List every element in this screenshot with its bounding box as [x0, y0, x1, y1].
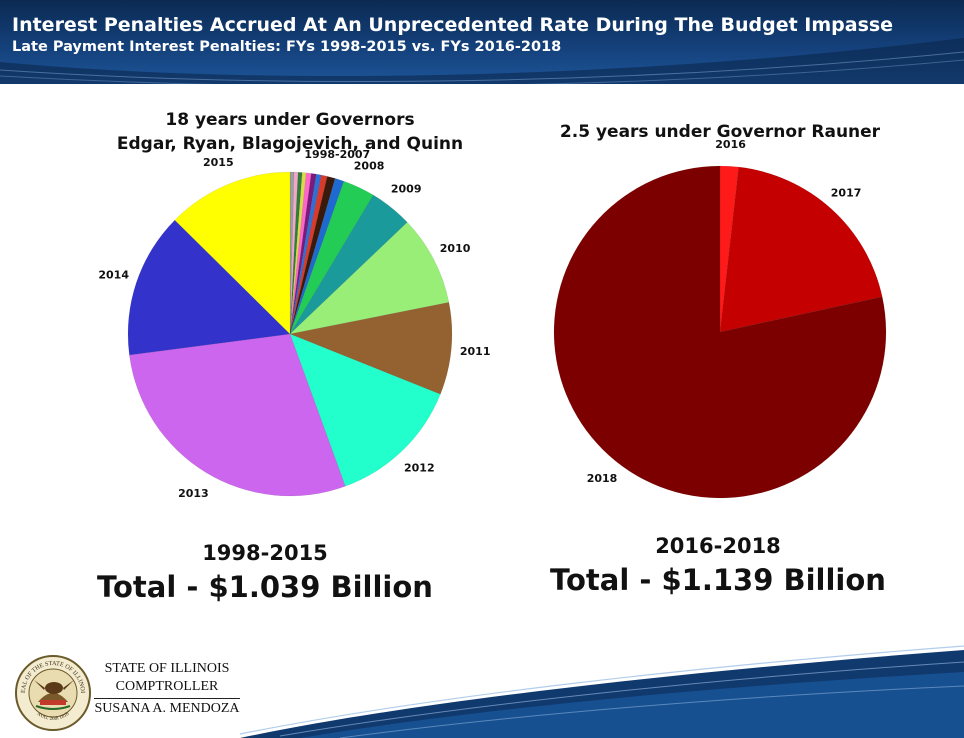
- pie-left-label-1998-2007: 1998-2007: [304, 148, 370, 161]
- comptroller-block: STATE OF ILLINOIS COMPTROLLER SUSANA A. …: [94, 660, 240, 719]
- pie-left-slice-minor-1: [289, 171, 299, 335]
- right-chart-total: Total - $1.139 Billion: [550, 563, 886, 597]
- page-subtitle: Late Payment Interest Penalties: FYs 199…: [12, 39, 562, 55]
- pie-left-slice-2012: [289, 333, 441, 487]
- pie-left-slice-2014: [127, 219, 291, 356]
- pie-left-slice-minor-7: [289, 174, 328, 335]
- pie-left-slice-minor-9: [289, 178, 345, 335]
- pie-right-slice-2016: [719, 165, 740, 333]
- pie-left-label-2013: 2013: [178, 487, 209, 500]
- org-line-name: SUSANA A. MENDOZA: [94, 701, 240, 716]
- org-line-state: STATE OF ILLINOIS: [104, 661, 230, 676]
- left-chart-title-line1: 18 years under Governors: [165, 110, 414, 130]
- pie-right-label-2018: 2018: [587, 472, 618, 485]
- pie-left-slice-1998-2007: [289, 176, 336, 335]
- footer-swoosh: [239, 645, 964, 738]
- illinois-seal-icon: SEAL OF THE STATE OF ILLINOIS AUG. 26th …: [14, 654, 91, 731]
- right-chart-period: 2016-2018: [655, 534, 781, 558]
- right-pie-chart: 2016 2017 2018: [553, 138, 887, 499]
- pie-right-slice-2018: [553, 165, 887, 499]
- pie-left-label-2011: 2011: [460, 345, 491, 358]
- pie-left-slice-2008: [289, 180, 374, 335]
- pie-left-label-2009: 2009: [391, 183, 422, 196]
- right-chart-title: 2.5 years under Governor Rauner: [560, 122, 881, 142]
- pie-left-slice-2010: [289, 221, 450, 335]
- pie-left-slice-minor-2: [289, 171, 303, 335]
- charts-canvas: 18 years under Governors Edgar, Ryan, Bl…: [97, 110, 887, 604]
- pie-left-slice-minor-3: [289, 172, 307, 335]
- pie-left-label-2015: 2015: [203, 156, 234, 169]
- pie-right-slice-2017: [719, 166, 883, 333]
- pie-left-label-2008: 2008: [354, 160, 385, 173]
- left-chart-period: 1998-2015: [202, 541, 328, 565]
- pie-left-slice-minor-5: [289, 173, 317, 335]
- pie-left-label-2012: 2012: [404, 462, 435, 475]
- seal-date: AUG. 26th 1818: [36, 711, 71, 722]
- page-title: Interest Penalties Accrued At An Unprece…: [12, 14, 894, 36]
- pie-left-slice-2009: [289, 194, 408, 335]
- pie-right-label-2017: 2017: [831, 186, 862, 199]
- pie-right-label-2016: 2016: [715, 138, 746, 151]
- header-swoosh: [0, 38, 964, 84]
- left-chart-total: Total - $1.039 Billion: [97, 570, 433, 604]
- pie-left-slice-minor-6: [289, 173, 322, 335]
- pie-left-slice-minor-4: [289, 172, 312, 335]
- pie-left-label-2014: 2014: [98, 269, 129, 282]
- org-line-office: COMPTROLLER: [94, 678, 240, 699]
- header-banner: Interest Penalties Accrued At An Unprece…: [0, 0, 964, 84]
- left-chart-title-line2: Edgar, Ryan, Blagojevich, and Quinn: [117, 134, 463, 154]
- pie-left-slice-minor-0: [289, 171, 295, 335]
- pie-left-label-2010: 2010: [440, 242, 471, 255]
- pie-left-slice-2015: [174, 171, 291, 335]
- pie-left-slice-2011: [289, 302, 453, 395]
- pie-left-slice-2013: [129, 333, 346, 497]
- svg-text:AUG. 26th 1818: AUG. 26th 1818: [36, 711, 71, 722]
